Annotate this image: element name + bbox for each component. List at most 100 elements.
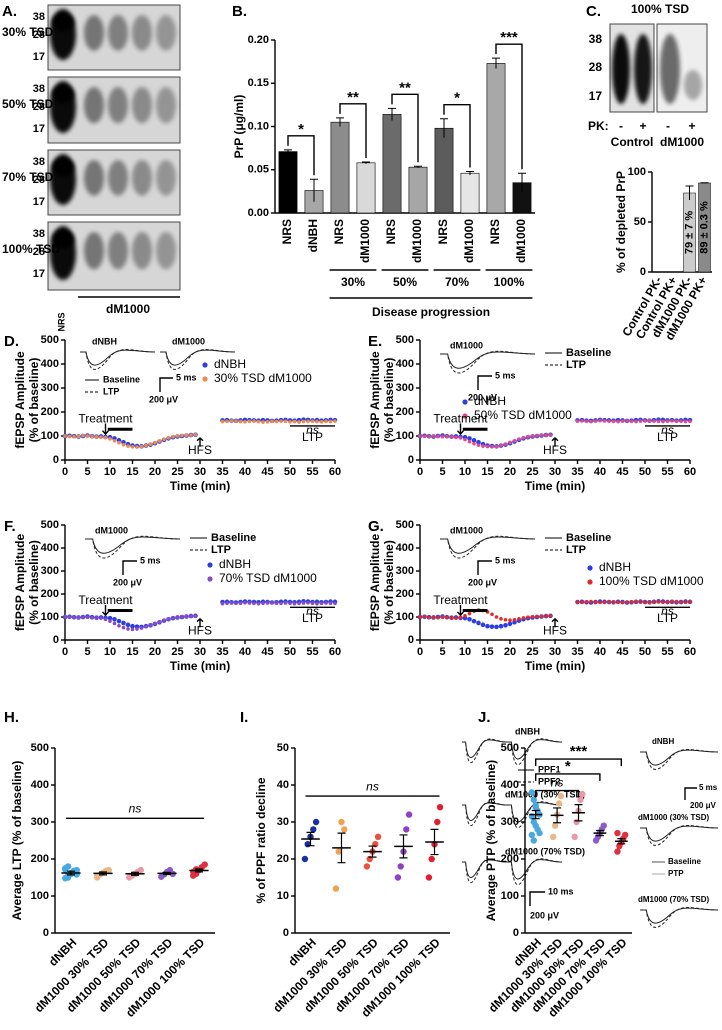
- data-point: [103, 617, 108, 622]
- x-tick-label: 15: [126, 646, 138, 658]
- x-tick-label: 5: [439, 466, 445, 478]
- y-tick-label: 200: [501, 853, 519, 865]
- data-point: [580, 600, 584, 605]
- data-point: [85, 615, 90, 620]
- data-point: [503, 442, 508, 446]
- trace-legend: LTP: [566, 544, 586, 556]
- data-point: [121, 625, 126, 630]
- data-point: [481, 444, 485, 448]
- significance-label: ***: [500, 29, 518, 46]
- x-tick-label: 40: [594, 646, 606, 658]
- trace-label: dM1000: [450, 340, 483, 350]
- data-point: [171, 616, 175, 620]
- data-point: [530, 837, 537, 844]
- data-point: [580, 419, 584, 423]
- data-point: [301, 601, 306, 605]
- x-tick-label: 20: [504, 646, 516, 658]
- data-point: [472, 441, 476, 446]
- x-tick-label: 15: [481, 646, 493, 658]
- error-bar: [284, 149, 292, 154]
- legend-label: 30% TSD dM1000: [214, 371, 312, 385]
- x-tick-label: 5: [84, 646, 90, 658]
- data-point: [153, 621, 157, 626]
- trace-label: dNBH: [515, 726, 540, 736]
- y-tick-label: 200: [41, 588, 59, 600]
- marker-label: 28: [33, 174, 45, 186]
- data-point: [579, 791, 586, 798]
- sem-bar: [131, 871, 139, 876]
- data-point: [629, 419, 634, 424]
- treatment-arrow: [101, 423, 110, 436]
- blot-band: [156, 160, 176, 196]
- trace: [462, 738, 563, 766]
- marker-label: 28: [589, 60, 603, 74]
- data-point: [288, 420, 292, 424]
- panel-label: I.: [240, 709, 248, 726]
- significance-bracket: [535, 773, 601, 781]
- data-point: [252, 419, 256, 423]
- data-point: [526, 434, 530, 439]
- data-point: [621, 831, 629, 839]
- marker-label: 28: [33, 29, 45, 41]
- data-point: [652, 419, 656, 423]
- data-point: [638, 600, 643, 604]
- blot-band: [52, 230, 74, 248]
- panel-label: E.: [368, 333, 382, 350]
- significance-bracket: [443, 104, 471, 168]
- scale-label: 5 ms: [495, 555, 516, 565]
- blot-band: [660, 34, 680, 104]
- x-tick-label: 25: [526, 646, 538, 658]
- data-point: [72, 434, 76, 439]
- data-point: [679, 419, 683, 423]
- panel-label: H.: [4, 709, 19, 726]
- y-axis-label: fEPSP Amplitude: [368, 351, 382, 449]
- trace: [640, 749, 719, 770]
- annotation: Treatment: [78, 593, 133, 607]
- sem-bar: [306, 831, 315, 847]
- data-point: [539, 433, 544, 438]
- y-tick-label: 300: [396, 565, 414, 577]
- trace: [85, 535, 181, 559]
- data-point: [494, 624, 499, 630]
- significance-label: **: [347, 89, 359, 106]
- marker-label: 38: [33, 228, 45, 240]
- x-tick-label: NRS: [280, 219, 294, 244]
- blot-band: [156, 15, 176, 51]
- data-point: [175, 434, 180, 438]
- data-point: [614, 829, 621, 837]
- y-tick-label: 100: [31, 890, 49, 902]
- sem-bar: [617, 838, 626, 845]
- trace-legend: LTP: [566, 359, 586, 371]
- blot-band: [108, 15, 128, 51]
- x-tick-label: 25: [171, 646, 183, 658]
- data-point: [661, 419, 665, 424]
- data-point: [614, 848, 621, 855]
- scale-label: 5 ms: [140, 555, 161, 565]
- sem-bar: [399, 834, 408, 859]
- data-point: [112, 621, 117, 626]
- y-tick-label: 500: [396, 334, 414, 346]
- data-point: [137, 866, 144, 874]
- error-bar: [492, 57, 500, 69]
- data-point: [319, 420, 324, 424]
- data-point: [440, 434, 445, 439]
- x-tick-label: 5: [439, 646, 445, 658]
- y-tick-label: 0: [53, 454, 59, 466]
- y-axis-label: (% of baseline): [27, 358, 41, 443]
- x-tick-label: 25: [171, 466, 183, 478]
- hfs-arrow: [551, 436, 559, 447]
- data-point: [536, 829, 543, 837]
- trace-label: dM1000 (30% TSD): [638, 813, 709, 822]
- data-point: [512, 439, 517, 443]
- error-bar: [440, 118, 448, 138]
- x-tick-label: 45: [261, 466, 273, 478]
- data-point: [422, 434, 427, 439]
- y-tick-label: 100: [396, 430, 414, 442]
- y-tick-label: 100: [396, 611, 414, 623]
- data-point: [467, 617, 472, 622]
- data-point: [193, 433, 198, 437]
- data-point: [117, 623, 121, 628]
- y-tick-label: 0.20: [248, 34, 269, 46]
- data-point: [467, 611, 472, 616]
- blot-band: [108, 160, 128, 196]
